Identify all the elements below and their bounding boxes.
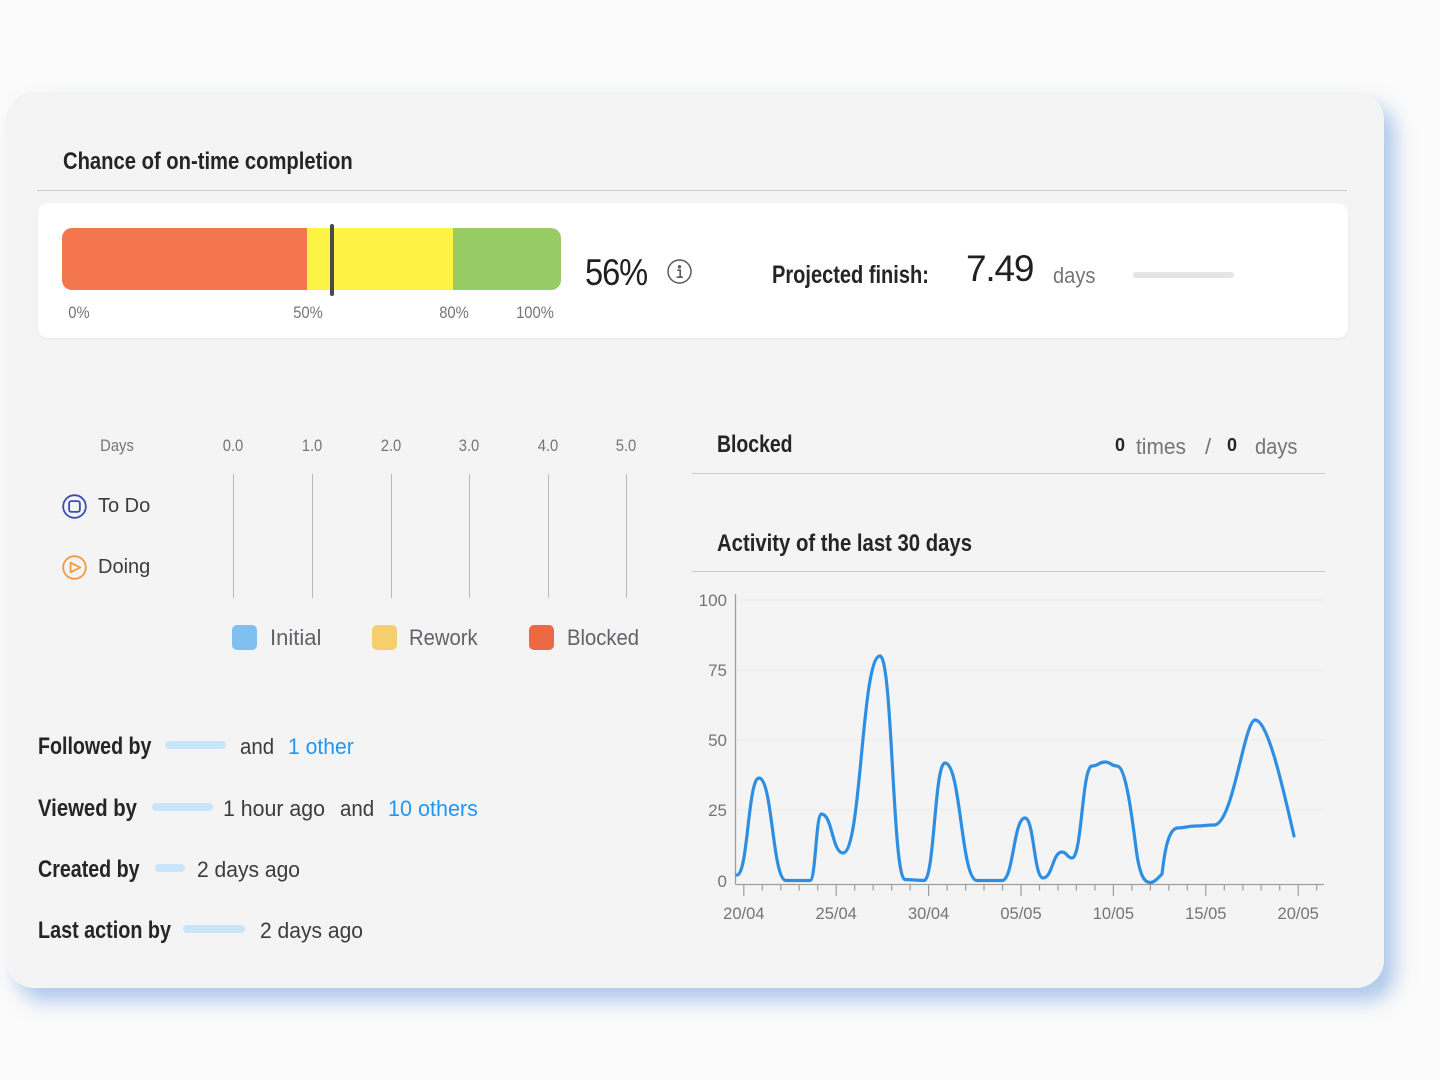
svg-text:0: 0 [718, 872, 727, 891]
svg-text:20/04: 20/04 [723, 905, 764, 923]
svg-text:10/05: 10/05 [1093, 905, 1134, 923]
svg-text:05/05: 05/05 [1000, 905, 1041, 923]
svg-text:75: 75 [708, 661, 727, 680]
svg-text:30/04: 30/04 [908, 905, 949, 923]
svg-text:25/04: 25/04 [816, 905, 857, 923]
svg-text:25: 25 [708, 801, 727, 820]
svg-text:20/05: 20/05 [1278, 905, 1319, 923]
svg-text:100: 100 [699, 591, 727, 610]
svg-text:50: 50 [708, 731, 727, 750]
svg-text:15/05: 15/05 [1185, 905, 1226, 923]
